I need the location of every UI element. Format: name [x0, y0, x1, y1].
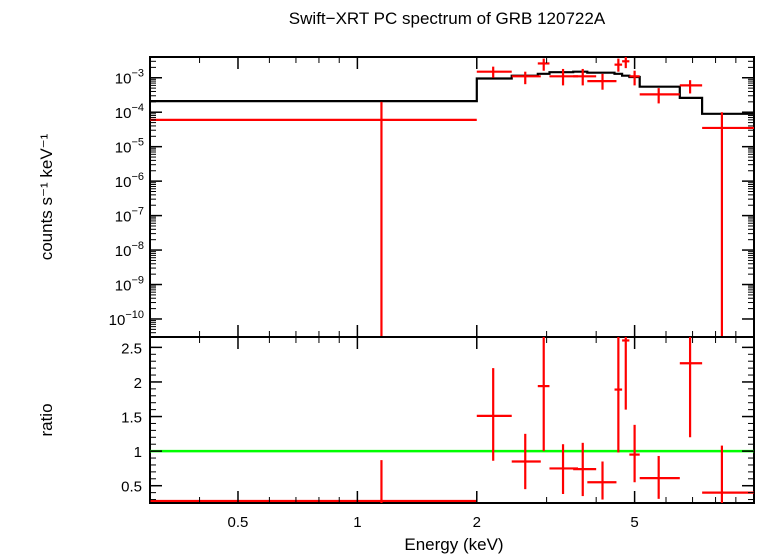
x-ticks-group-top-panel [149, 57, 737, 337]
ratio-point [537, 337, 550, 452]
x-tick-label: 2 [473, 514, 481, 531]
ratio-point [587, 461, 617, 500]
y-tick-label: 10−3 [115, 68, 144, 88]
data-point [587, 73, 617, 90]
data-point [573, 68, 597, 86]
ratio-point [614, 337, 623, 453]
ratio-frame [149, 336, 755, 504]
ratio-point [573, 442, 597, 497]
y-tick-label: 10−5 [115, 137, 144, 157]
data-point [476, 66, 512, 78]
spectrum-panel: 10−3 10−4 10−5 10−6 10−7 10−8 10−9 10−10 counts… [37, 56, 755, 338]
y-tick-label: 10−9 [115, 275, 144, 295]
x-tick-label: 5 [630, 514, 638, 531]
spectrum-frame [149, 56, 755, 338]
ratio-y-ticks-group: 0.5 1 1.5 2 2.5 [121, 340, 754, 501]
y-axis-label-ratio: ratio [37, 403, 56, 436]
data-point [537, 58, 550, 71]
y-axis-label-spectrum: counts s⁻¹ keV⁻¹ [37, 133, 56, 260]
model-curve [150, 70, 754, 115]
ratio-point [511, 433, 541, 490]
ratio-point [476, 368, 512, 461]
data-points-group [150, 57, 754, 337]
ratio-point [702, 445, 754, 503]
ratio-point [150, 460, 477, 503]
y-ticks-group: 10−3 10−4 10−5 10−6 10−7 10−8 10−9 10−10 [109, 56, 754, 338]
x-tick-label: 1 [353, 514, 361, 531]
y-tick-label: 10−7 [115, 206, 144, 226]
data-point [702, 112, 754, 337]
data-point [679, 80, 703, 94]
y-tick-label: 10−6 [115, 171, 144, 191]
ratio-point [679, 337, 703, 438]
data-point [511, 71, 541, 85]
data-point [629, 70, 640, 86]
model-curve-group [150, 70, 754, 115]
ratio-point [629, 424, 640, 483]
ratio-y-tick-label: 2.5 [121, 340, 142, 357]
y-tick-label: 10−10 [109, 309, 144, 329]
x-tick-label: 0.5 [228, 514, 249, 531]
ratio-point [622, 337, 630, 410]
ratio-points-group [150, 337, 754, 503]
ratio-y-tick-label: 0.5 [121, 479, 142, 496]
chart-title: Swift−XRT PC spectrum of GRB 120722A [289, 9, 606, 28]
ratio-y-tick-label: 1.5 [121, 410, 142, 427]
ratio-point [639, 455, 680, 499]
data-point [622, 57, 630, 69]
y-tick-label: 10−4 [115, 102, 144, 122]
y-tick-label: 10−8 [115, 240, 144, 260]
ratio-y-tick-label: 1 [134, 444, 142, 461]
data-point [639, 88, 680, 104]
data-point [614, 58, 623, 72]
x-axis-label: Energy (keV) [404, 535, 503, 554]
x-ticks-group: 0.5 1 2 5 [149, 337, 737, 531]
data-point [150, 101, 477, 337]
ratio-panel: 0.5 1 1.5 2 2.5 0.5 1 2 5 ratio Energy (keV) [37, 336, 755, 554]
ratio-y-tick-label: 2 [134, 375, 142, 392]
